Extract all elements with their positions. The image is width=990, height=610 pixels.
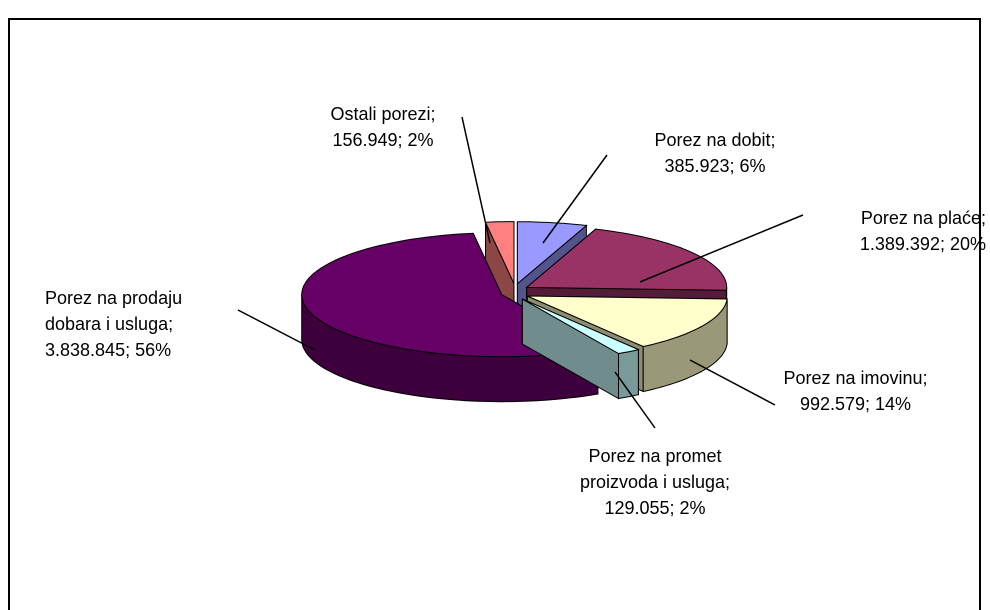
label-separator: ; [865,394,876,414]
slice [527,295,728,348]
chart-frame [8,18,981,610]
label-separator: ; [729,156,740,176]
data-label: Ostali porezi; 156.949; 2% [298,101,468,153]
data-label: Porez na plaće; 1.389.392; 20% [808,205,986,257]
leader-line [614,371,656,429]
label-part: Ostali porezi [330,104,431,124]
slice [484,221,515,284]
slice [522,298,641,355]
label-separator: ; [922,368,928,388]
label-part: 3.838.845 [45,340,126,360]
label-separator: ; [397,130,408,150]
label-part: 1.389.392 [859,234,940,254]
label-separator: ; [669,498,680,518]
pie-slice [521,298,641,400]
label-separator: ; [430,104,436,124]
label-separator: ; [168,314,174,334]
label-part: 14% [875,394,912,414]
label-part: 129.055 [604,498,670,518]
label-part: 385.923 [664,156,730,176]
label-part: Porez na prodaju dobara i usluga [45,288,183,334]
label-part: 2% [679,498,706,518]
data-label: Porez na promet proizvoda i usluga; 129.… [560,443,750,521]
slice [516,221,588,285]
label-separator: ; [125,340,136,360]
data-label: Porez na prodaju dobara i usluga; 3.838.… [45,285,235,363]
label-part: 20% [949,234,986,254]
label-separator: ; [725,472,731,492]
slice [525,228,728,291]
label-part: 56% [135,340,172,360]
label-part: 6% [739,156,766,176]
data-label: Porez na dobit; 385.923; 6% [640,127,790,179]
leader-line [689,359,776,406]
label-part: 156.949 [332,130,398,150]
leader-line [542,154,608,244]
data-label: Porez na imovinu; 992.579; 14% [768,365,943,417]
label-part: Porez na imovinu [783,368,923,388]
label-part: Porez na dobit [654,130,771,150]
leader-line [237,309,316,351]
leader-line [639,214,804,283]
label-separator: ; [939,234,950,254]
label-part: Porez na plaće [860,208,981,228]
label-separator: ; [770,130,776,150]
leader-line [461,116,491,244]
label-part: 992.579 [799,394,866,414]
label-part: 2% [407,130,434,150]
label-part: Porez na promet proizvoda i usluga [579,446,726,492]
label-separator: ; [980,208,986,228]
